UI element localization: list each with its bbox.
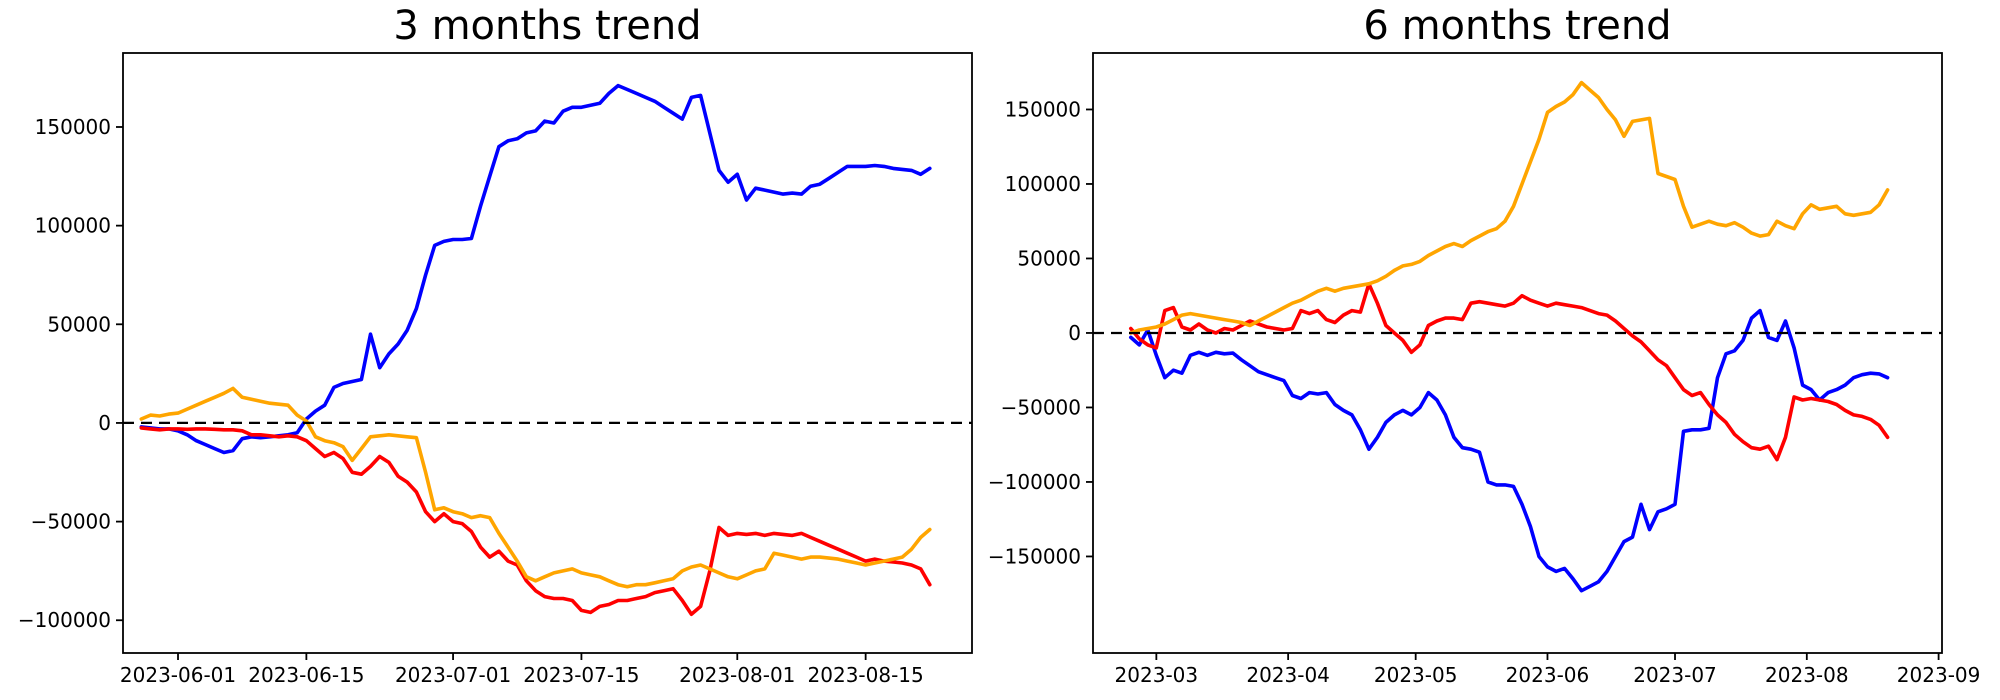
- y-tick-label: 50000: [47, 312, 111, 336]
- red-line: [139, 426, 932, 617]
- x-tick-label: 2023-04: [1246, 663, 1330, 687]
- x-tick-label: 2023-09: [1897, 663, 1981, 687]
- x-tick-label: 2023-08-15: [808, 663, 924, 687]
- chart-panel-1: 150000 100000 50000 0 −50000 −100000 2023-06-0…: [18, 52, 973, 687]
- y-tick-label: 0: [1068, 321, 1081, 345]
- y-tick-label: −50000: [1001, 395, 1081, 419]
- y-tick-label: 150000: [1005, 97, 1081, 121]
- blue-line: [139, 83, 932, 455]
- chart-panel-2: 150000 100000 50000 0 −50000 −100000 −150000 20…: [988, 52, 1981, 687]
- x-tick-label: 2023-06: [1506, 663, 1590, 687]
- y-tick-label: −100000: [18, 608, 111, 632]
- x-tick-label: 2023-08-01: [679, 663, 795, 687]
- y-tick-label: −100000: [988, 470, 1081, 494]
- x-tick-label: 2023-07: [1633, 663, 1717, 687]
- x-tick-label: 2023-07-01: [395, 663, 511, 687]
- y-tick-label: 50000: [1017, 246, 1081, 270]
- x-tick-label: 2023-03: [1115, 663, 1199, 687]
- y-tick-label: 0: [98, 411, 111, 435]
- y-tick-label: 150000: [35, 115, 111, 139]
- red-line: [1129, 281, 1890, 462]
- plot-frame: [122, 52, 973, 654]
- y-tick-label: −50000: [31, 510, 111, 534]
- blue-line: [1129, 308, 1890, 593]
- x-tick-label: 2023-06-15: [248, 663, 364, 687]
- x-tick-label: 2023-05: [1374, 663, 1458, 687]
- chart1-title: 3 months trend: [393, 3, 702, 49]
- orange-line: [1129, 80, 1890, 335]
- x-tick-label: 2023-06-01: [120, 663, 236, 687]
- y-tick-label: −150000: [988, 544, 1081, 568]
- plot-frame: [1092, 52, 1943, 654]
- y-tick-label: 100000: [35, 214, 111, 238]
- y-tick-label: 100000: [1005, 172, 1081, 196]
- chart2-title: 6 months trend: [1363, 3, 1672, 49]
- x-tick-label: 2023-08: [1765, 663, 1849, 687]
- x-tick-label: 2023-07-15: [523, 663, 639, 687]
- orange-line: [139, 386, 932, 589]
